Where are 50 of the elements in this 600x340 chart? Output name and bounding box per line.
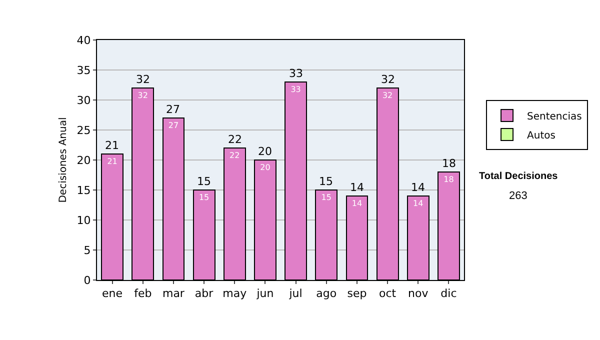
x-tick-label: sep [347, 287, 367, 300]
x-tick-label: dic [440, 287, 457, 300]
data-label: 18 [444, 175, 454, 184]
text: Total Decisiones [479, 171, 558, 182]
x-tick-label: abr [194, 287, 214, 300]
data-label: 33 [290, 85, 301, 94]
total-label: 21 [105, 139, 119, 152]
data-label: 22 [230, 151, 240, 160]
total-label: 14 [411, 181, 425, 194]
x-tick-label: ene [102, 287, 123, 300]
y-tick-label: 35 [76, 64, 91, 77]
y-tick-label: 25 [76, 124, 91, 137]
total-label: 22 [228, 133, 242, 146]
y-tick-label: 40 [76, 34, 91, 47]
legend-label: Sentencias [527, 111, 582, 122]
x-tick-label: mar [162, 287, 185, 300]
data-label: 21 [107, 157, 118, 166]
data-label: 32 [138, 91, 148, 100]
data-label: 32 [382, 91, 393, 100]
x-tick-label: jul [288, 287, 302, 300]
x-tick-label: may [222, 287, 248, 300]
total-label: 15 [197, 175, 211, 188]
y-tick-label: 30 [76, 94, 91, 107]
data-label: 20 [260, 163, 270, 172]
data-label: 14 [352, 199, 362, 208]
x-tick-label: nov [408, 287, 429, 300]
data-label: 15 [198, 193, 210, 202]
y-tick-label: 5 [84, 244, 91, 257]
text: 263 [509, 190, 528, 202]
total-label: 14 [350, 181, 364, 194]
x-tick-label: oct [378, 287, 397, 300]
data-label: 15 [321, 193, 332, 202]
y-axis-title: Decisiones Anual [58, 117, 69, 203]
y-tick-label: 10 [76, 214, 91, 227]
total-label: 27 [166, 103, 180, 116]
x-tick-label: ago [316, 287, 337, 300]
x-tick-label: feb [134, 287, 152, 300]
total-label: 20 [258, 145, 272, 158]
y-tick-label: 15 [76, 184, 91, 197]
data-label: 14 [413, 199, 424, 208]
total-label: 15 [319, 175, 333, 188]
total-label: 32 [381, 73, 395, 86]
y-tick-label: 20 [76, 154, 91, 167]
legend-label: Autos [527, 130, 556, 142]
y-tick-label: 0 [84, 274, 91, 287]
x-tick-label: jun [256, 287, 274, 300]
total-label: 32 [136, 73, 150, 86]
total-label: 18 [442, 157, 456, 170]
data-label: 27 [168, 121, 179, 130]
total-label: 33 [289, 67, 303, 80]
